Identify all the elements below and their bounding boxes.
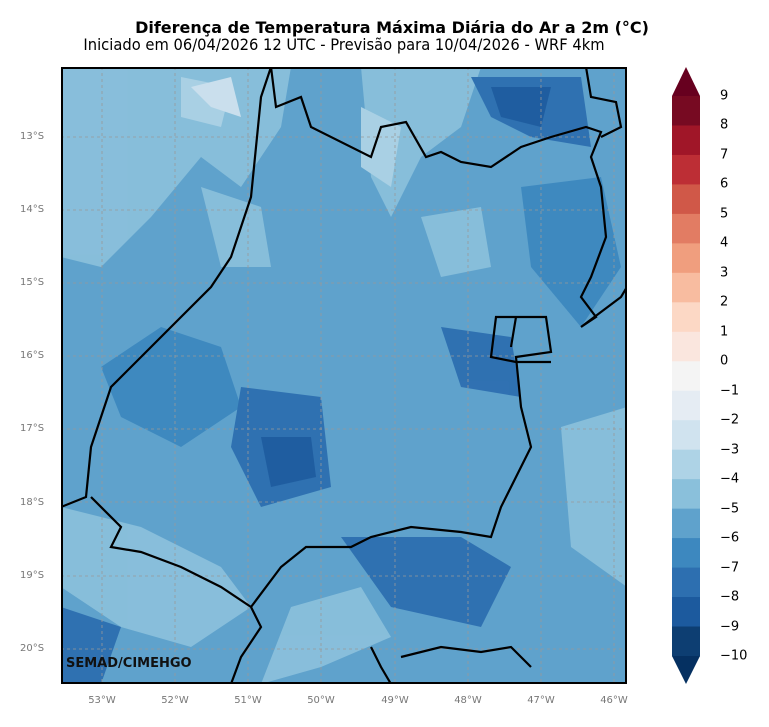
credit-label: SEMAD/CIMEHGO <box>66 656 192 671</box>
colorbar-tick-label: −6 <box>720 530 740 546</box>
colorbar-tick-label: −4 <box>720 471 740 487</box>
state-boundaries <box>61 67 627 684</box>
colorbar-tick-label: 1 <box>720 324 729 340</box>
graticule <box>61 67 627 684</box>
colorbar-segment <box>672 302 700 333</box>
lon-label: 47°W <box>527 695 555 706</box>
lat-label: 14°S <box>20 204 45 215</box>
lat-label: 17°S <box>20 423 45 434</box>
colorbar-tick-label: 0 <box>720 353 729 369</box>
lon-label: 46°W <box>600 695 628 706</box>
temperature-map <box>61 67 627 684</box>
lon-label: 53°W <box>88 695 116 706</box>
colorbar-segment <box>672 272 700 303</box>
colorbar-segment <box>672 420 700 451</box>
colorbar-tick-label: −5 <box>720 501 740 517</box>
colorbar-segment <box>672 538 700 569</box>
colorbar-tick-label: −8 <box>720 589 740 605</box>
colorbar-segment <box>672 508 700 539</box>
colorbar-over-arrow <box>672 67 700 96</box>
colorbar-segment <box>672 597 700 628</box>
colorbar-under-arrow <box>672 656 700 684</box>
colorbar-tick-label: −7 <box>720 560 740 576</box>
colorbar-tick-label: 8 <box>720 117 729 133</box>
lat-label: 13°S <box>20 131 45 142</box>
colorbar-tick-label: 6 <box>720 176 729 192</box>
colorbar-segment <box>672 96 700 126</box>
colorbar-tick-label: −9 <box>720 619 740 635</box>
colorbar-segment <box>672 361 700 392</box>
colorbar-segment <box>672 479 700 510</box>
colorbar-tick-label: 2 <box>720 294 729 310</box>
colorbar <box>672 67 700 684</box>
colorbar-segment <box>672 213 700 244</box>
lon-label: 51°W <box>234 695 262 706</box>
lat-label: 19°S <box>20 570 45 581</box>
lon-label: 52°W <box>161 695 189 706</box>
lon-label: 48°W <box>454 695 482 706</box>
lat-label: 18°S <box>20 497 45 508</box>
colorbar-segment <box>672 390 700 421</box>
colorbar-tick-label: 9 <box>720 88 729 104</box>
colorbar-segment <box>672 125 700 156</box>
colorbar-tick-label: 3 <box>720 265 729 281</box>
colorbar-tick-label: 7 <box>720 147 729 163</box>
lat-label: 15°S <box>20 277 45 288</box>
colorbar-segment <box>672 243 700 274</box>
colorbar-segment <box>672 567 700 598</box>
colorbar-tick-label: −2 <box>720 412 740 428</box>
colorbar-tick-label: −1 <box>720 383 740 399</box>
lat-label: 20°S <box>20 643 45 654</box>
lat-label: 16°S <box>20 350 45 361</box>
colorbar-tick-label: 5 <box>720 206 729 222</box>
colorbar-segment <box>672 154 700 185</box>
map-title: Diferença de Temperatura Máxima Diária d… <box>135 18 649 37</box>
colorbar-segment <box>672 626 700 657</box>
colorbar-segment <box>672 184 700 215</box>
colorbar-segment <box>672 331 700 362</box>
temperature-fields <box>61 67 627 684</box>
colorbar-tick-label: −3 <box>720 442 740 458</box>
lon-label: 49°W <box>381 695 409 706</box>
colorbar-segment <box>672 449 700 480</box>
map-frame <box>61 67 627 684</box>
map-subtitle: Iniciado em 06/04/2026 12 UTC - Previsão… <box>83 35 605 54</box>
colorbar-tick-label: −10 <box>720 648 748 664</box>
lon-label: 50°W <box>307 695 335 706</box>
colorbar-tick-label: 4 <box>720 235 729 251</box>
